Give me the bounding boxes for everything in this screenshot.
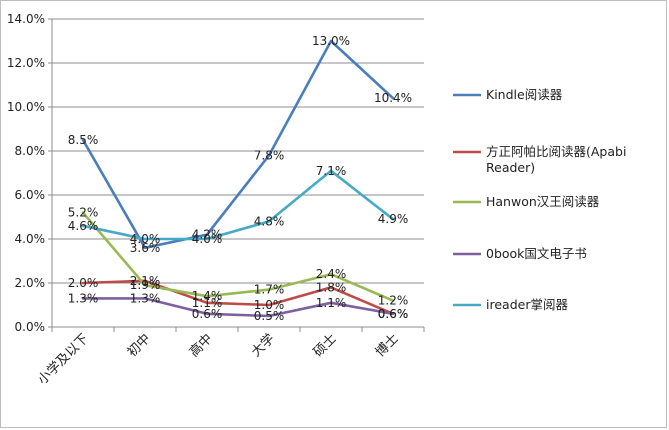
data-label: 1.1% bbox=[192, 296, 223, 310]
y-tick-label: 8.0% bbox=[15, 144, 46, 158]
data-label: 5.2% bbox=[68, 206, 99, 220]
legend-label: 0book国文电子书 bbox=[486, 246, 587, 261]
y-axis-ticks: 0.0% 2.0% 4.0% 6.0% 8.0% 10.0% 12.0% 14.0% bbox=[7, 12, 45, 334]
data-label: 13.0% bbox=[312, 34, 350, 48]
data-label: 1.7% bbox=[254, 283, 285, 297]
data-label: 8.5% bbox=[68, 133, 99, 147]
data-label: 7.8% bbox=[254, 148, 285, 162]
legend-label: 方正阿帕比阅读器(Apabi Reader) bbox=[486, 144, 626, 175]
data-label: 1.3% bbox=[130, 291, 161, 305]
y-tick-label: 12.0% bbox=[7, 56, 45, 70]
data-label: 2.4% bbox=[316, 267, 347, 281]
y-tick-label: 4.0% bbox=[15, 232, 46, 246]
data-label: 4.0% bbox=[130, 232, 161, 246]
series-line-3 bbox=[81, 211, 395, 302]
data-label: 1.8% bbox=[316, 280, 347, 294]
data-label: 10.4% bbox=[374, 91, 412, 105]
series-line-1 bbox=[81, 39, 395, 250]
data-label: 4.9% bbox=[378, 212, 409, 226]
y-tick-label: 0.0% bbox=[15, 320, 46, 334]
y-tick-label: 10.0% bbox=[7, 100, 45, 114]
x-tick-label: 高中 bbox=[186, 331, 216, 361]
data-label: 1.2% bbox=[378, 294, 409, 308]
series-lines bbox=[81, 39, 395, 318]
data-label: 1.4% bbox=[192, 289, 223, 303]
data-label: 4.6% bbox=[68, 219, 99, 233]
legend-label: ireader掌阅器 bbox=[486, 297, 568, 312]
axes bbox=[48, 18, 425, 332]
data-label: 0.6% bbox=[192, 307, 223, 321]
data-label: 0.6% bbox=[378, 307, 409, 321]
series-line-2 bbox=[81, 279, 395, 316]
data-label: 4.0% bbox=[192, 232, 223, 246]
x-tick-label: 博士 bbox=[373, 331, 402, 360]
data-label: 1.1% bbox=[316, 296, 347, 310]
data-label: 7.1% bbox=[316, 164, 347, 178]
x-tick-label: 小学及以下 bbox=[35, 331, 92, 388]
x-axis-ticks: 小学及以下 初中 高中 大学 硕士 博士 bbox=[35, 331, 402, 388]
legend-label: Kindle阅读器 bbox=[486, 87, 563, 102]
series-line-5 bbox=[81, 169, 395, 241]
data-label: 1.3% bbox=[68, 291, 99, 305]
y-tick-label: 2.0% bbox=[15, 276, 46, 290]
data-labels: 8.5%3.6%4.2%7.8%13.0%10.4%2.0% 2.1%1.1% 1.… bbox=[68, 34, 412, 323]
y-tick-label: 14.0% bbox=[7, 12, 45, 26]
data-label: 2.1% bbox=[130, 274, 161, 288]
x-tick-label: 初中 bbox=[125, 331, 154, 360]
legend-label: Hanwon汉王阅读器 bbox=[486, 194, 600, 209]
series-line-4 bbox=[81, 297, 395, 318]
data-label: 4.8% bbox=[254, 214, 285, 228]
data-label: 0.6% bbox=[378, 307, 409, 321]
x-tick-label: 大学 bbox=[248, 331, 278, 361]
data-label: 1.0% bbox=[254, 298, 285, 312]
data-label: 1.9% bbox=[130, 278, 161, 292]
data-label: 0.5% bbox=[254, 309, 285, 323]
y-tick-label: 6.0% bbox=[15, 188, 46, 202]
x-tick-label: 硕士 bbox=[311, 331, 340, 360]
data-label: 3.6% bbox=[130, 241, 161, 255]
data-label: 2.0% bbox=[68, 276, 99, 290]
data-label: 4.2% bbox=[192, 228, 223, 242]
gridlines bbox=[52, 18, 424, 328]
